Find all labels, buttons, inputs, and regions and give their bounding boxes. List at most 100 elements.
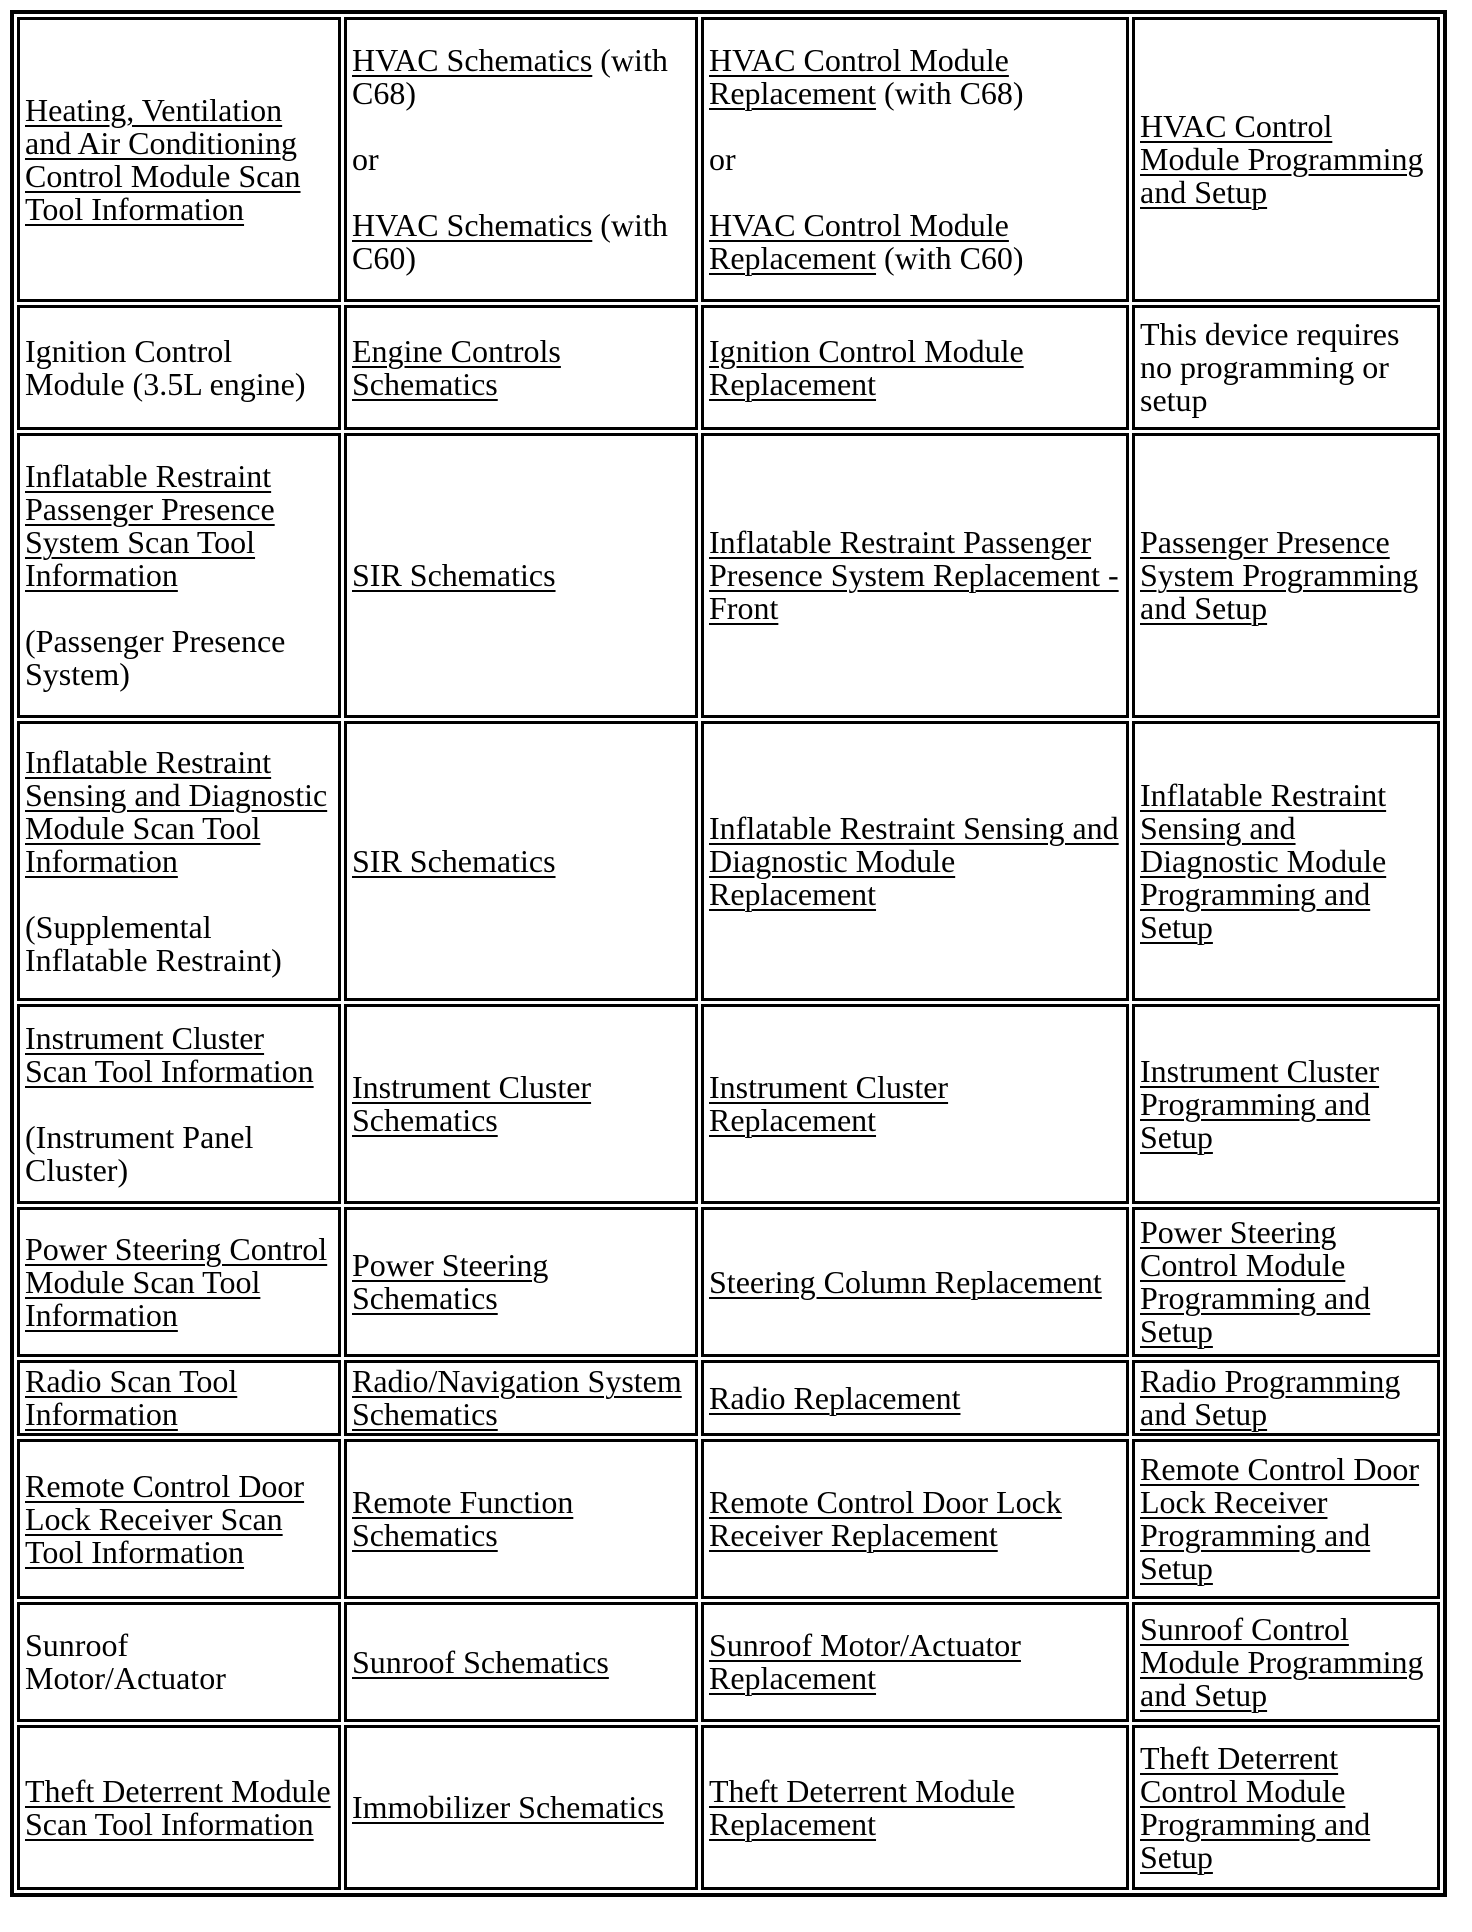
blank-line — [25, 878, 333, 911]
cell-text: (with C60) — [352, 207, 668, 276]
cell-paragraph: Radio Replacement — [709, 1379, 1121, 1416]
doc-link[interactable]: Immobilizer Schematics — [352, 1789, 664, 1825]
doc-link[interactable]: Radio Replacement — [709, 1379, 961, 1416]
table-cell: Theft Deterrent Control Module Programmi… — [1132, 1725, 1440, 1890]
blank-line — [709, 176, 1121, 209]
table-cell: Ignition Control Module Replacement — [701, 305, 1129, 430]
cell-paragraph: Instrument Cluster Schematics — [352, 1071, 690, 1137]
doc-link[interactable]: HVAC Control Module Replacement — [709, 207, 1009, 276]
cell-paragraph: Sunroof Motor/Actuator Replacement — [709, 1629, 1121, 1695]
doc-link[interactable]: HVAC Control Module Programming and Setu… — [1140, 108, 1424, 210]
doc-link[interactable]: Ignition Control Module Replacement — [709, 332, 1024, 402]
cell-paragraph: Ignition Control Module (3.5L engine) — [25, 332, 333, 402]
doc-link[interactable]: Radio/Navigation System Schematics — [352, 1363, 682, 1432]
cell-paragraph: Ignition Control Module Replacement — [709, 332, 1121, 402]
cell-paragraph: SIR Schematics — [352, 842, 690, 879]
cell-paragraph: Instrument Cluster Replacement — [709, 1071, 1121, 1137]
cell-paragraph: (Instrument Panel Cluster) — [25, 1120, 333, 1187]
table-cell: HVAC Schematics (with C68) or HVAC Schemat… — [344, 17, 698, 302]
cell-paragraph: This device requires no programming or s… — [1140, 318, 1432, 417]
doc-link[interactable]: SIR Schematics — [352, 842, 556, 879]
table-cell: Power Steering Control Module Scan Tool … — [17, 1207, 341, 1357]
doc-link[interactable]: Instrument Cluster Replacement — [709, 1069, 949, 1138]
doc-link[interactable]: Theft Deterrent Module Scan Tool Informa… — [25, 1772, 331, 1842]
cell-text: Ignition Control Module (3.5L engine) — [25, 332, 306, 402]
doc-link[interactable]: Remote Control Door Lock Receiver Progra… — [1140, 1451, 1420, 1586]
doc-link[interactable]: Radio Scan Tool Information — [25, 1363, 238, 1432]
cell-paragraph: or — [352, 143, 690, 176]
table-cell: Sunroof Motor/Actuator Replacement — [701, 1602, 1129, 1722]
doc-link[interactable]: Theft Deterrent Module Replacement — [709, 1772, 1015, 1842]
blank-line — [25, 592, 333, 625]
table-row: Instrument Cluster Scan Tool Information… — [17, 1004, 1440, 1204]
cell-text: (with C60) — [876, 240, 1024, 276]
doc-link[interactable]: Remote Function Schematics — [352, 1484, 574, 1553]
table-cell: SIR Schematics — [344, 433, 698, 718]
cell-paragraph: or — [709, 143, 1121, 176]
doc-link[interactable]: Power Steering Schematics — [352, 1247, 549, 1316]
table-cell: HVAC Control Module Programming and Setu… — [1132, 17, 1440, 302]
doc-link[interactable]: Sunroof Motor/Actuator Replacement — [709, 1627, 1021, 1696]
table-row: Inflatable Restraint Sensing and Diagnos… — [17, 721, 1440, 1001]
cell-paragraph: Theft Deterrent Module Replacement — [709, 1772, 1121, 1842]
doc-link[interactable]: Sunroof Control Module Programming and S… — [1140, 1610, 1424, 1713]
table-cell: Passenger Presence System Programming an… — [1132, 433, 1440, 718]
cell-paragraph: Power Steering Control Module Scan Tool … — [25, 1230, 333, 1333]
doc-link[interactable]: Remote Control Door Lock Receiver Replac… — [709, 1484, 1062, 1553]
doc-link[interactable]: Inflatable Restraint Sensing and Diagnos… — [25, 743, 328, 879]
doc-link[interactable]: Inflatable Restraint Sensing and Diagnos… — [1140, 776, 1387, 945]
doc-link[interactable]: Instrument Cluster Scan Tool Information — [25, 1019, 314, 1089]
doc-link[interactable]: Radio Programming and Setup — [1140, 1363, 1401, 1432]
doc-link[interactable]: Power Steering Control Module Scan Tool … — [25, 1230, 328, 1333]
doc-link[interactable]: Inflatable Restraint Passenger Presence … — [25, 458, 275, 593]
doc-link[interactable]: Remote Control Door Lock Receiver Scan T… — [25, 1467, 305, 1570]
doc-link[interactable]: Instrument Cluster Schematics — [352, 1069, 592, 1138]
programming-setup-table: Heating, Ventilation and Air Conditionin… — [10, 10, 1447, 1897]
doc-link[interactable]: Engine Controls Schematics — [352, 332, 561, 402]
cell-paragraph: Power Steering Control Module Programmin… — [1140, 1216, 1432, 1348]
table-cell: Remote Control Door Lock Receiver Progra… — [1132, 1439, 1440, 1599]
table-cell: Remote Control Door Lock Receiver Scan T… — [17, 1439, 341, 1599]
cell-paragraph: Inflatable Restraint Sensing and Diagnos… — [709, 809, 1121, 912]
cell-text: Sunroof Motor/Actuator — [25, 1627, 226, 1696]
table-cell: Theft Deterrent Module Scan Tool Informa… — [17, 1725, 341, 1890]
table-cell: Sunroof Motor/Actuator — [17, 1602, 341, 1722]
table-cell: This device requires no programming or s… — [1132, 305, 1440, 430]
cell-paragraph: Radio Scan Tool Information — [25, 1365, 333, 1431]
table-cell: Remote Control Door Lock Receiver Replac… — [701, 1439, 1129, 1599]
table-cell: Radio Replacement — [701, 1360, 1129, 1436]
doc-link[interactable]: Inflatable Restraint Passenger Presence … — [709, 524, 1119, 626]
cell-paragraph: Instrument Cluster Scan Tool Information — [25, 1019, 333, 1089]
table-cell: Theft Deterrent Module Replacement — [701, 1725, 1129, 1890]
table-cell: Inflatable Restraint Sensing and Diagnos… — [1132, 721, 1440, 1001]
doc-link[interactable]: Inflatable Restraint Sensing and Diagnos… — [709, 809, 1119, 912]
doc-link[interactable]: Heating, Ventilation and Air Conditionin… — [25, 91, 301, 227]
table-row: Power Steering Control Module Scan Tool … — [17, 1207, 1440, 1357]
doc-link[interactable]: Power Steering Control Module Programmin… — [1140, 1214, 1371, 1349]
table-row: Radio Scan Tool Information Radio/Navigat… — [17, 1360, 1440, 1436]
table-cell: Radio Scan Tool Information — [17, 1360, 341, 1436]
doc-link[interactable]: Passenger Presence System Programming an… — [1140, 524, 1419, 626]
table-row: Heating, Ventilation and Air Conditionin… — [17, 17, 1440, 302]
doc-link[interactable]: HVAC Schematics — [352, 42, 593, 78]
doc-link[interactable]: Theft Deterrent Control Module Programmi… — [1140, 1739, 1371, 1875]
doc-link[interactable]: Steering Column Replacement — [709, 1263, 1102, 1300]
table-cell: HVAC Control Module Replacement (with C6… — [701, 17, 1129, 302]
doc-link[interactable]: HVAC Schematics — [352, 207, 593, 243]
table-cell: Inflatable Restraint Passenger Presence … — [17, 433, 341, 718]
cell-paragraph: Power Steering Schematics — [352, 1249, 690, 1315]
doc-link[interactable]: HVAC Control Module Replacement — [709, 42, 1009, 111]
doc-link[interactable]: SIR Schematics — [352, 557, 556, 593]
cell-paragraph: Remote Function Schematics — [352, 1486, 690, 1552]
cell-paragraph: Instrument Cluster Programming and Setup — [1140, 1052, 1432, 1155]
doc-link[interactable]: Sunroof Schematics — [352, 1643, 609, 1680]
table-row: Remote Control Door Lock Receiver Scan T… — [17, 1439, 1440, 1599]
table-cell: SIR Schematics — [344, 721, 698, 1001]
doc-link[interactable]: Instrument Cluster Programming and Setup — [1140, 1052, 1380, 1155]
cell-text: or — [709, 141, 736, 177]
table-cell: Power Steering Schematics — [344, 1207, 698, 1357]
table-cell: Inflatable Restraint Passenger Presence … — [701, 433, 1129, 718]
table-cell: Instrument Cluster Programming and Setup — [1132, 1004, 1440, 1204]
cell-paragraph: Engine Controls Schematics — [352, 332, 690, 402]
